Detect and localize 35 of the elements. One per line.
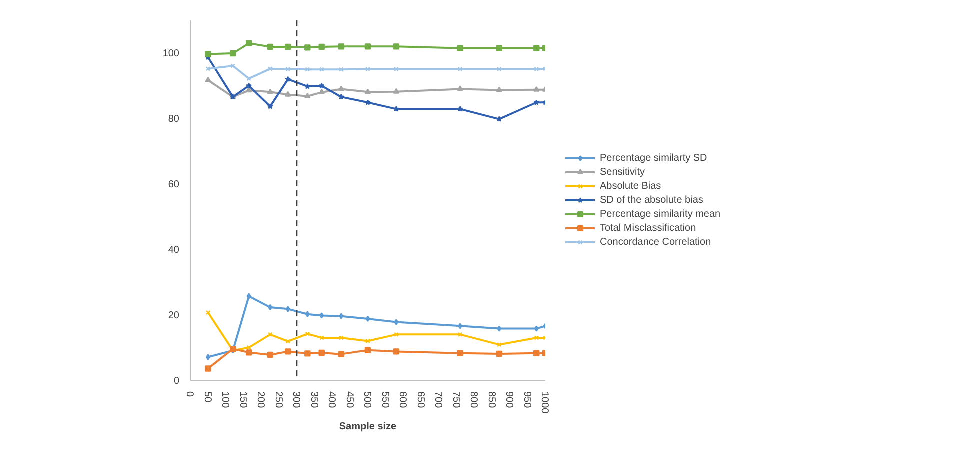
x-tick-label: 250 [272,392,284,409]
y-tick-label: 60 [168,180,180,191]
legend-label: SD of the absolute bias [600,194,704,206]
x-tick-label: 150 [237,392,248,409]
x-tick-label: 900 [504,392,514,409]
legend-label: Concordance Correlation [600,236,712,248]
y-tick-label: 100 [162,48,180,60]
y-tick-label: 0 [174,376,180,387]
y-tick-label: 20 [168,310,180,322]
x-tick-label: 450 [344,392,355,409]
x-tick-label: 800 [468,392,479,409]
legend-label: Percentage similarity mean [600,208,721,220]
x-tick-label: 0 [184,392,195,398]
x-tick-label: 850 [486,392,497,409]
x-tick-label: 400 [326,392,337,409]
x-tick-label: 950 [521,392,532,409]
x-axis-title: Sample size [339,422,398,433]
y-tick-label: 40 [168,245,180,256]
x-tick-label: 750 [450,392,462,409]
x-tick-label: 300 [290,392,302,409]
legend-label: Absolute Bias [600,180,662,192]
x-tick-label: 550 [379,392,390,409]
x-tick-label: 650 [414,392,426,409]
x-tick-label: 500 [362,392,372,409]
x-tick-label: 350 [308,392,320,409]
x-tick-label: 1000 [539,392,550,414]
legend-label: Percentage similarty SD [600,152,708,164]
x-tick-label: 50 [202,392,213,404]
x-tick-label: 700 [432,392,444,409]
legend-label: Sensitivity [600,166,646,178]
legend-label: Total Misclassification [600,222,696,234]
y-tick-label: 80 [168,114,180,126]
x-tick-label: 200 [255,392,266,409]
x-tick-label: 100 [220,392,230,409]
x-tick-label: 600 [397,392,408,409]
